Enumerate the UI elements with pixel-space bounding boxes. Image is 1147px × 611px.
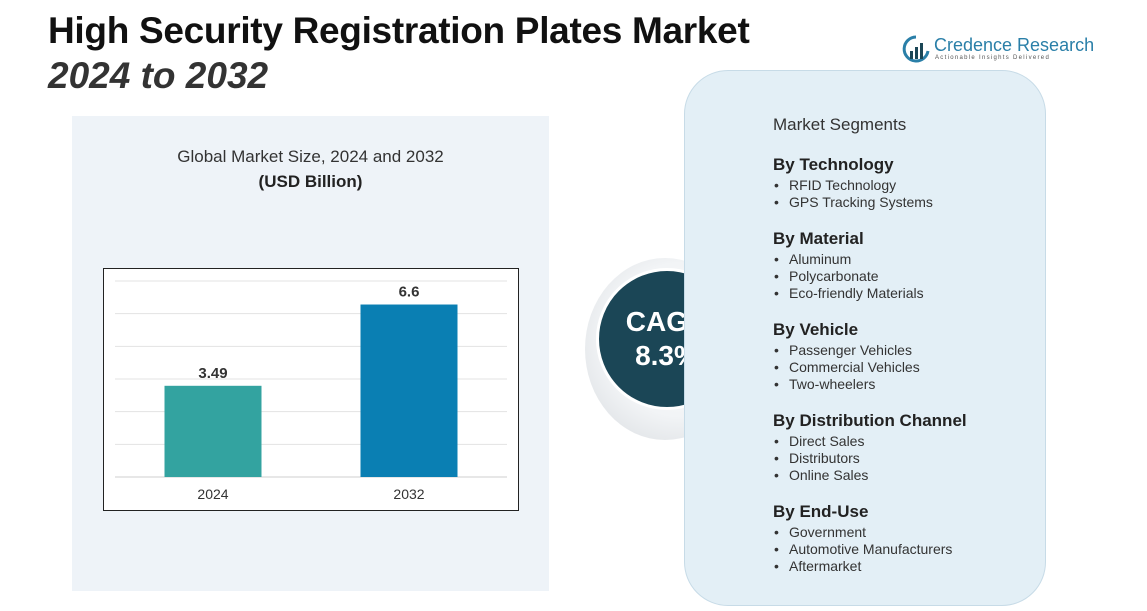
logo-name: Credence Research — [934, 35, 1095, 55]
segment-group-title: By Distribution Channel — [773, 411, 967, 430]
segment-item: Polycarbonate — [773, 268, 1043, 285]
segment-item: Commercial Vehicles — [773, 359, 1043, 376]
segment-item: Passenger Vehicles — [773, 342, 1043, 359]
segment-groups: By Technology RFID TechnologyGPS Tracking… — [773, 155, 1043, 575]
segments-content: Market Segments By Technology RFID Techno… — [773, 115, 1043, 593]
x-tick-label: 2024 — [197, 486, 228, 502]
segment-group-title: By Material — [773, 229, 864, 248]
segment-item: Distributors — [773, 450, 1043, 467]
chart-growth-icon — [902, 35, 930, 63]
segment-group: By Distribution Channel Direct SalesDistr… — [773, 411, 1043, 484]
segment-item: Aluminum — [773, 251, 1043, 268]
segment-group: By Technology RFID TechnologyGPS Tracking… — [773, 155, 1043, 211]
segment-group: By End-Use GovernmentAutomotive Manufactu… — [773, 502, 1043, 575]
segment-item-list: RFID TechnologyGPS Tracking Systems — [773, 177, 1043, 211]
segment-item: Aftermarket — [773, 558, 1043, 575]
segments-heading: Market Segments — [773, 115, 907, 134]
bar-2024 — [164, 385, 262, 477]
segment-item-list: Passenger VehiclesCommercial VehiclesTwo… — [773, 342, 1043, 393]
segment-item-list: AluminumPolycarbonateEco-friendly Materi… — [773, 251, 1043, 302]
bar-value-label: 3.49 — [198, 365, 227, 382]
chart-unit-label: (USD Billion) — [258, 172, 363, 191]
segment-item: Government — [773, 524, 1043, 541]
segment-item: Automotive Manufacturers — [773, 541, 1043, 558]
segment-item-list: Direct SalesDistributorsOnline Sales — [773, 433, 1043, 484]
bar-value-label: 6.6 — [399, 284, 420, 301]
bar-chart: 3.49 2024 6.6 2032 — [103, 268, 519, 511]
page-title: High Security Registration Plates Market — [48, 10, 750, 51]
segments-panel — [684, 70, 1046, 606]
segment-item: GPS Tracking Systems — [773, 194, 1043, 211]
credence-research-logo[interactable]: Credence Research Actionable Insights De… — [902, 33, 1094, 67]
segment-item: Online Sales — [773, 467, 1043, 484]
chart-title: Global Market Size, 2024 and 2032 — [177, 147, 444, 166]
segment-group: By Vehicle Passenger VehiclesCommercial V… — [773, 320, 1043, 393]
x-tick-label: 2032 — [393, 486, 424, 502]
segment-item: Two-wheelers — [773, 376, 1043, 393]
page-subtitle: 2024 to 2032 — [48, 55, 269, 96]
segment-item: Direct Sales — [773, 433, 1043, 450]
segment-item: Eco-friendly Materials — [773, 285, 1043, 302]
segment-group: By Material AluminumPolycarbonateEco-frie… — [773, 229, 1043, 302]
segment-item-list: GovernmentAutomotive ManufacturersAfterm… — [773, 524, 1043, 575]
segment-item: RFID Technology — [773, 177, 1043, 194]
bar-2032 — [360, 304, 458, 477]
segment-group-title: By Vehicle — [773, 320, 859, 339]
bars: 3.49 2024 6.6 2032 — [164, 284, 458, 502]
segment-group-title: By Technology — [773, 155, 894, 174]
segment-group-title: By End-Use — [773, 502, 869, 521]
logo-tagline: Actionable Insights Delivered — [935, 55, 1051, 61]
